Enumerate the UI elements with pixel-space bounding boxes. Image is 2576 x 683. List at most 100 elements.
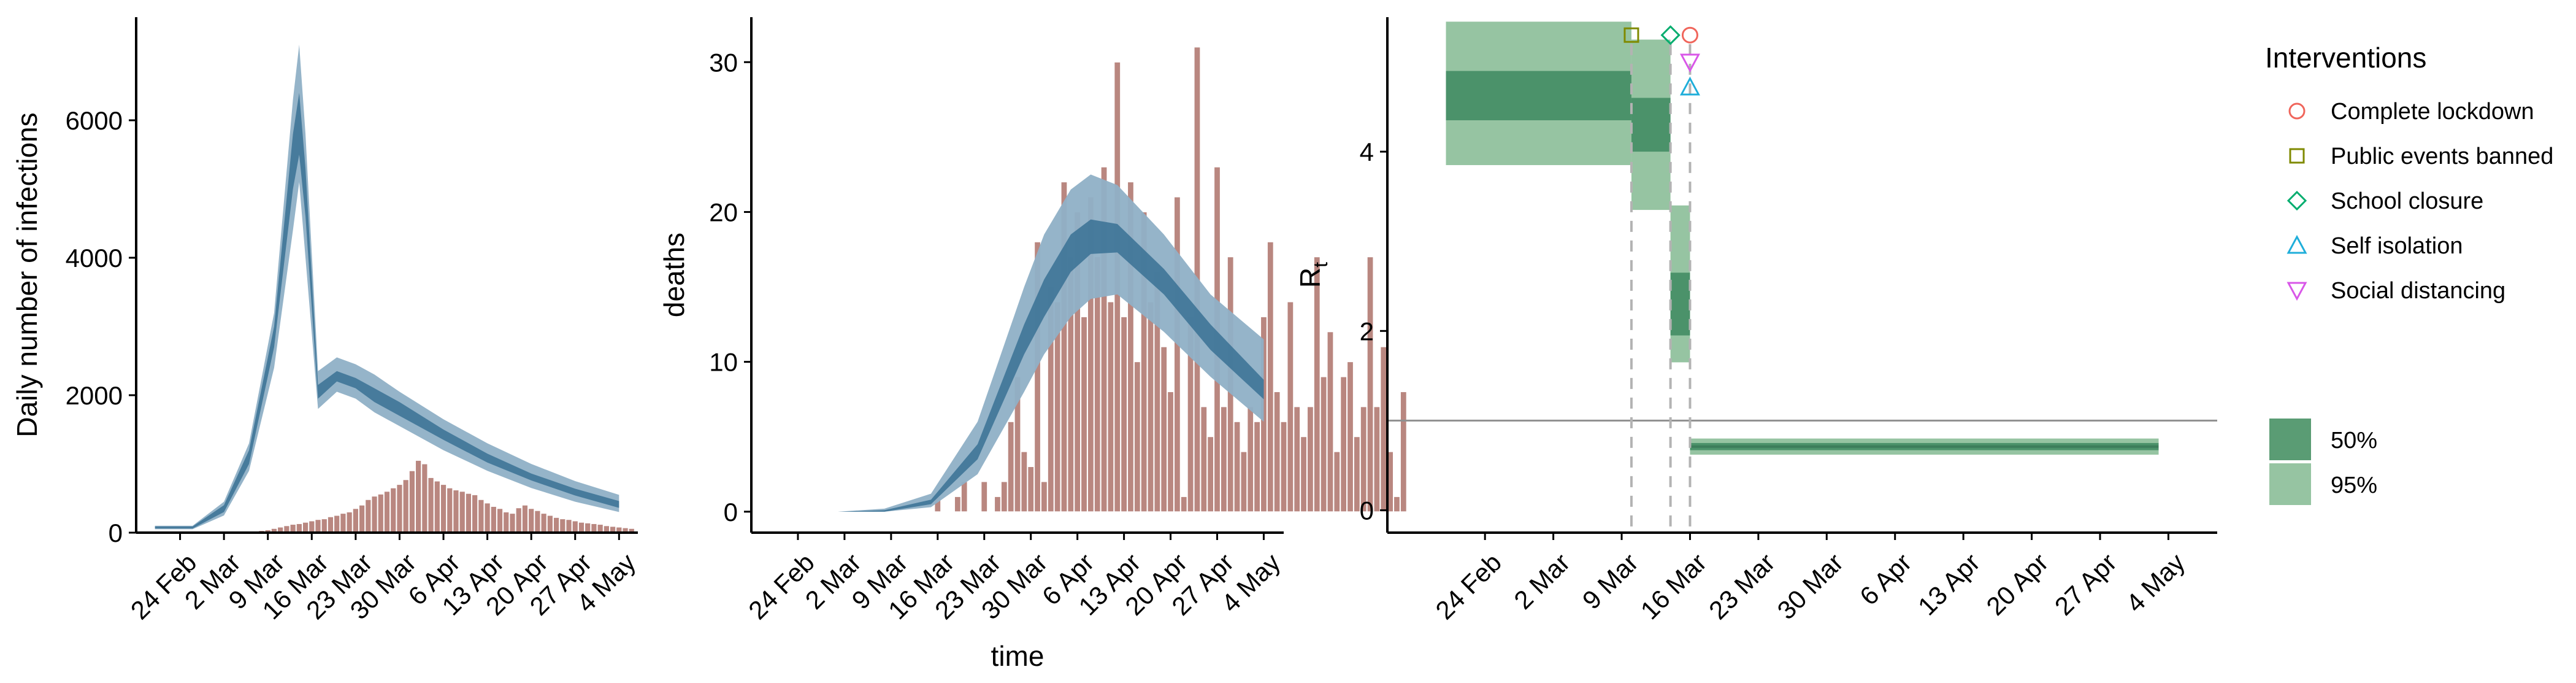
bar (1393, 496, 1400, 512)
bar (371, 496, 378, 533)
bar (427, 477, 434, 533)
bar (1360, 406, 1367, 512)
bar (572, 520, 578, 533)
bar (484, 503, 491, 533)
bar (496, 508, 504, 533)
legend-fill-item: 50% (2269, 419, 2377, 460)
legend-marker (2288, 102, 2306, 120)
x-tick-label: 20 Apr (1980, 548, 2053, 621)
bar (1240, 451, 1248, 512)
bar (1121, 316, 1127, 512)
bar (981, 481, 988, 512)
bar (453, 490, 459, 533)
legend-title: Interventions (2265, 42, 2426, 74)
legend-fill-item: 95% (2269, 463, 2377, 505)
legend-marker (2287, 234, 2307, 254)
bar (1167, 391, 1174, 512)
bar (1207, 436, 1214, 512)
bar (340, 513, 347, 533)
x-tick-label: 23 Mar (1703, 548, 1781, 625)
bar (296, 523, 302, 533)
intervention-marker (1623, 27, 1639, 43)
y-axis-title: deaths (658, 233, 690, 317)
x-tick-label: 30 Mar (1771, 548, 1849, 625)
bar (358, 504, 366, 533)
bar (447, 487, 453, 533)
rt-ci50-segment (1446, 71, 1631, 120)
bar (591, 523, 597, 533)
x-axis-title: time (991, 640, 1045, 672)
legend: Interventions Complete lockdown Public eve… (2265, 42, 2553, 505)
legend-label: Complete lockdown (2331, 99, 2534, 125)
bar (1320, 376, 1327, 512)
rt-ci50-segment (1631, 98, 1671, 152)
bar (1021, 451, 1028, 512)
legend-marker (2289, 148, 2305, 164)
legend-label: 50% (2331, 428, 2377, 453)
y-tick-label: 4000 (66, 244, 123, 272)
bar (1133, 361, 1141, 512)
bar (1340, 376, 1347, 512)
y-tick-label: 20 (709, 198, 738, 226)
bar (1174, 196, 1181, 512)
bar (472, 494, 478, 533)
y-axis-title-text: R (1294, 268, 1326, 288)
bar (994, 496, 1001, 512)
bar (396, 484, 403, 533)
bar (1060, 182, 1068, 512)
bar (1380, 346, 1387, 512)
y-tick-label: 6000 (66, 106, 123, 135)
legend-label: Public events banned (2331, 144, 2553, 169)
legend-marker (2287, 190, 2307, 211)
bar (321, 519, 328, 533)
bar (503, 511, 510, 533)
bar (553, 517, 560, 533)
bar (383, 491, 391, 533)
y-axis-title-text: Daily number of infections (11, 112, 43, 437)
bar (1147, 301, 1154, 512)
y-tick-label: 2000 (66, 381, 123, 410)
bar (1180, 496, 1187, 512)
bar (440, 484, 447, 533)
y-axis-title: Rt (1294, 262, 1332, 288)
bar (421, 463, 428, 533)
bar (459, 491, 466, 533)
legend-swatch (2269, 419, 2311, 460)
bar (327, 516, 334, 533)
bar (1287, 301, 1294, 512)
y-axis-title-subscript: t (1309, 262, 1332, 268)
bar (390, 487, 397, 533)
intervention-marker (1679, 53, 1700, 73)
x-tick-label: 2 Mar (1508, 548, 1575, 615)
bar (1247, 406, 1254, 512)
bar (1300, 436, 1307, 512)
y-tick-label: 2 (1360, 317, 1374, 345)
ci95-band (155, 44, 619, 530)
bar (1000, 481, 1008, 512)
bar (490, 506, 497, 533)
bar (1294, 406, 1301, 512)
bar (289, 524, 296, 533)
bar (334, 515, 340, 533)
bar (1200, 406, 1208, 512)
bar (377, 493, 384, 533)
bar (1373, 406, 1381, 512)
y-tick-label: 10 (709, 348, 738, 377)
bar (1233, 421, 1241, 512)
y-tick-label: 0 (1360, 496, 1374, 525)
bar (1254, 421, 1260, 512)
ci50-band (838, 219, 1264, 512)
x-tick-label: 13 Apr (1912, 548, 1985, 621)
y-tick-label: 4 (1360, 137, 1374, 166)
bar (528, 508, 535, 533)
bar (1127, 182, 1134, 512)
bar (1007, 421, 1014, 512)
bar (1333, 451, 1341, 512)
x-tick-label: 6 Apr (1854, 548, 1917, 611)
rt-ci50-segment (1670, 272, 1690, 336)
bar (1400, 391, 1407, 512)
legend-label: School closure (2331, 188, 2483, 214)
bar (352, 508, 359, 533)
